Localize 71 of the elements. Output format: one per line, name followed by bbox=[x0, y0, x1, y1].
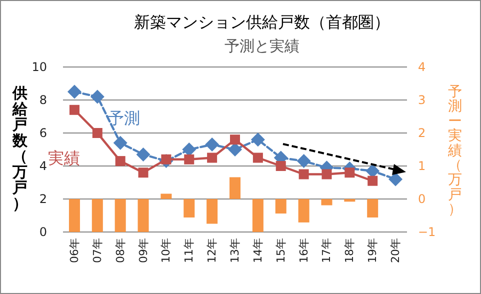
point bbox=[69, 104, 80, 115]
chart-title: 新築マンション供給戸数（首都圏） bbox=[134, 12, 390, 32]
bar bbox=[114, 199, 126, 232]
y-tick-label: 8 bbox=[39, 93, 47, 107]
y-axis-title: 供給戸数（万戸） bbox=[12, 84, 28, 212]
x-tick-label: 14年 bbox=[251, 238, 264, 263]
bar bbox=[92, 199, 103, 232]
y-tick-label: 6 bbox=[39, 126, 47, 140]
bar bbox=[229, 177, 241, 199]
x-tick-label: 06年 bbox=[68, 238, 81, 263]
point bbox=[250, 132, 265, 147]
series-label: 実績 bbox=[48, 148, 80, 168]
text: 予測ー実績（万戸） bbox=[448, 84, 462, 218]
series-label: 予測 bbox=[108, 108, 140, 128]
y2-tick-label: 4 bbox=[418, 60, 426, 74]
x-tick-label: 13年 bbox=[228, 238, 242, 263]
point bbox=[92, 128, 102, 138]
x-tick-label: 15年 bbox=[274, 238, 288, 263]
point bbox=[182, 142, 196, 156]
y-tick-label: 4 bbox=[39, 159, 47, 173]
point bbox=[344, 168, 355, 178]
bar bbox=[275, 199, 286, 214]
bar bbox=[367, 199, 378, 218]
y-tick-label: 10 bbox=[32, 60, 47, 74]
y-tick-label: 2 bbox=[39, 192, 47, 206]
y-tick-label: 0 bbox=[39, 225, 47, 239]
x-tick-label: 18年 bbox=[343, 238, 356, 263]
point bbox=[296, 154, 311, 168]
x-tick-label: 20年 bbox=[389, 238, 402, 263]
bar bbox=[206, 199, 218, 224]
y2-tick-label: 1 bbox=[418, 159, 426, 173]
bar bbox=[160, 194, 172, 199]
x-tick-label: 10年 bbox=[160, 238, 173, 263]
point bbox=[184, 154, 194, 164]
x-tick-label: 12年 bbox=[206, 238, 219, 263]
bar bbox=[138, 199, 149, 232]
x-tick-label: 08年 bbox=[114, 238, 127, 263]
point bbox=[298, 169, 309, 180]
point bbox=[136, 147, 150, 162]
point bbox=[366, 164, 380, 178]
point bbox=[113, 136, 128, 150]
point bbox=[252, 152, 263, 163]
bar bbox=[321, 199, 332, 206]
y2-tick-label: 0 bbox=[418, 192, 426, 206]
point bbox=[205, 138, 220, 152]
point bbox=[368, 176, 378, 186]
x-tick-label: 16年 bbox=[297, 238, 310, 263]
bar bbox=[344, 199, 356, 202]
x-tick-label: 17年 bbox=[320, 238, 334, 263]
y2-tick-label: 2 bbox=[418, 126, 426, 140]
x-tick-label: 19年 bbox=[366, 238, 380, 263]
x-tick-label: 11年 bbox=[182, 238, 196, 263]
point bbox=[276, 161, 286, 171]
bar bbox=[252, 199, 264, 232]
point bbox=[115, 156, 126, 166]
chart-subtitle: 予測と実績 bbox=[224, 37, 300, 55]
y2-tick-label: −1 bbox=[418, 225, 436, 239]
point bbox=[90, 90, 104, 104]
point bbox=[138, 168, 148, 178]
x-tick-label: 09年 bbox=[136, 238, 150, 263]
x-tick-label: 07年 bbox=[90, 238, 104, 263]
point bbox=[207, 152, 218, 163]
bar bbox=[68, 199, 80, 232]
bar bbox=[184, 199, 195, 218]
point bbox=[228, 142, 242, 156]
y2-tick-label: 3 bbox=[418, 93, 426, 107]
point bbox=[230, 134, 240, 145]
point bbox=[67, 84, 82, 99]
point bbox=[322, 169, 332, 180]
bar bbox=[298, 199, 310, 222]
point bbox=[388, 172, 403, 186]
